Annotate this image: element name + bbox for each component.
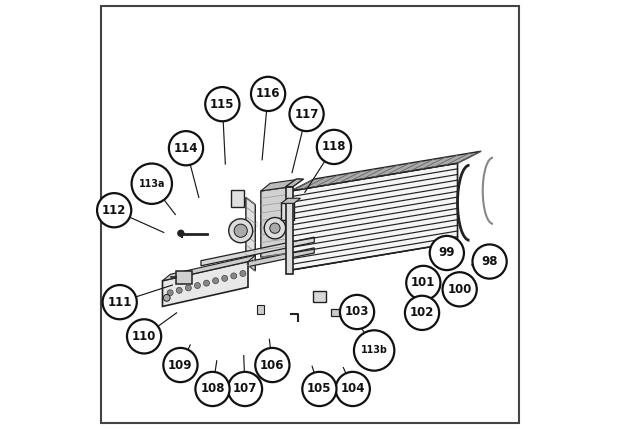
Circle shape	[195, 372, 229, 406]
Circle shape	[340, 295, 374, 329]
Circle shape	[251, 77, 285, 111]
Circle shape	[234, 224, 247, 237]
Circle shape	[185, 285, 192, 291]
Circle shape	[303, 372, 337, 406]
Polygon shape	[286, 179, 304, 187]
Text: 114: 114	[174, 142, 198, 155]
Polygon shape	[291, 163, 458, 270]
Circle shape	[203, 280, 210, 286]
Text: 103: 103	[345, 305, 370, 318]
Circle shape	[163, 294, 170, 301]
Polygon shape	[201, 248, 314, 277]
FancyBboxPatch shape	[231, 190, 244, 207]
Text: 108: 108	[200, 383, 225, 396]
Circle shape	[405, 296, 439, 330]
Text: 107: 107	[233, 383, 257, 396]
Text: 102: 102	[410, 306, 434, 319]
Text: 113b: 113b	[361, 345, 388, 356]
Circle shape	[213, 278, 219, 284]
Text: 115: 115	[210, 98, 234, 111]
Circle shape	[270, 223, 280, 233]
FancyBboxPatch shape	[281, 203, 294, 220]
Circle shape	[127, 319, 161, 353]
Circle shape	[264, 218, 286, 239]
Circle shape	[229, 219, 253, 243]
Polygon shape	[162, 255, 255, 281]
Text: 118: 118	[322, 140, 346, 154]
Circle shape	[205, 87, 239, 121]
Circle shape	[231, 273, 237, 279]
Polygon shape	[201, 237, 314, 266]
Circle shape	[167, 290, 173, 296]
Circle shape	[178, 230, 184, 236]
Circle shape	[406, 266, 440, 300]
Circle shape	[131, 163, 172, 204]
Circle shape	[240, 271, 246, 277]
Circle shape	[255, 348, 290, 382]
Circle shape	[97, 193, 131, 227]
Text: 116: 116	[256, 88, 280, 100]
FancyBboxPatch shape	[330, 308, 340, 316]
Text: 113a: 113a	[138, 179, 165, 189]
Circle shape	[102, 285, 137, 319]
Text: 106: 106	[260, 359, 285, 372]
Circle shape	[317, 130, 351, 164]
Polygon shape	[286, 187, 293, 275]
Circle shape	[163, 348, 198, 382]
Text: 105: 105	[307, 383, 332, 396]
FancyBboxPatch shape	[175, 271, 192, 284]
Polygon shape	[261, 179, 300, 191]
Polygon shape	[246, 197, 255, 271]
Polygon shape	[162, 262, 248, 306]
Polygon shape	[291, 151, 481, 191]
Text: 111: 111	[107, 296, 132, 308]
Text: 109: 109	[168, 359, 193, 372]
Text: 117: 117	[294, 108, 319, 121]
FancyBboxPatch shape	[257, 305, 264, 314]
Text: 100: 100	[448, 283, 472, 296]
Circle shape	[195, 283, 200, 289]
Text: 99: 99	[438, 247, 455, 260]
Circle shape	[169, 131, 203, 165]
Circle shape	[176, 287, 182, 293]
Polygon shape	[261, 187, 291, 257]
Circle shape	[430, 236, 464, 270]
Circle shape	[354, 330, 394, 371]
Text: 104: 104	[340, 383, 365, 396]
Circle shape	[290, 97, 324, 131]
Circle shape	[472, 245, 507, 279]
Text: 98: 98	[481, 255, 498, 268]
Text: 110: 110	[132, 330, 156, 343]
Circle shape	[228, 372, 262, 406]
Text: ereplacementparts.com: ereplacementparts.com	[227, 218, 393, 232]
Circle shape	[335, 372, 370, 406]
Circle shape	[443, 272, 477, 306]
FancyBboxPatch shape	[101, 6, 519, 423]
Polygon shape	[281, 198, 301, 203]
Text: 112: 112	[102, 204, 126, 217]
Circle shape	[222, 275, 228, 281]
Text: 101: 101	[411, 276, 435, 290]
FancyBboxPatch shape	[314, 291, 326, 302]
